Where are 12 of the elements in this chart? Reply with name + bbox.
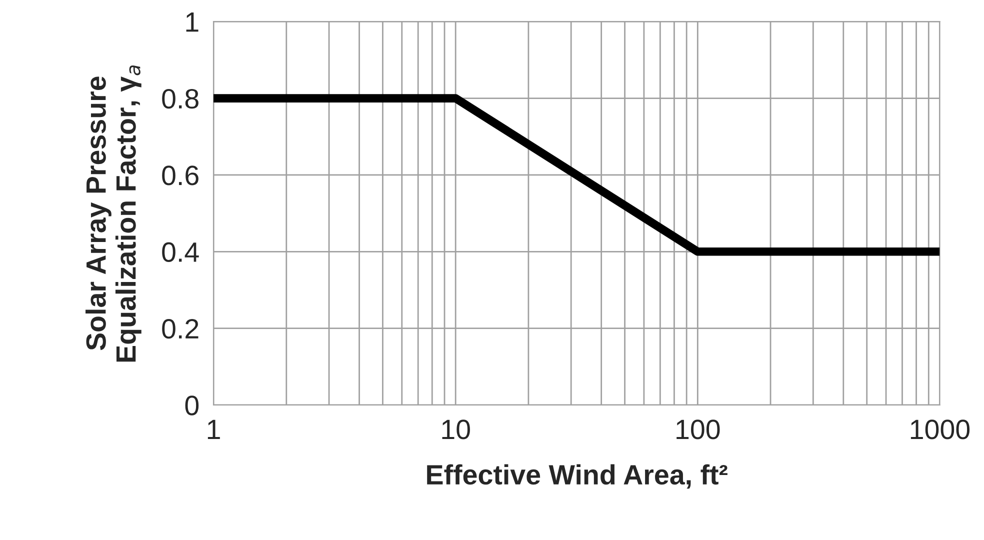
y-tick-label: 0.2: [162, 318, 198, 339]
y-tick-label: 0.6: [162, 166, 198, 186]
y-tick-label: 0.4: [162, 242, 199, 262]
x-tick-label: 1: [208, 420, 220, 440]
x-tick-label: 100: [676, 420, 720, 440]
y-tick-label: 1: [186, 12, 198, 32]
y-tick-label: 0: [185, 396, 199, 416]
x-tick-label: 1000: [910, 420, 970, 440]
y-tick-label: 0.8: [162, 88, 198, 109]
y-axis-title: Solar Array Pressure Equalization Factor, γ$_{a}$: [86, 65, 142, 362]
x-axis-title: Effective Wind Area, ft²: [427, 464, 728, 489]
x-tick-label: 10: [442, 420, 470, 440]
